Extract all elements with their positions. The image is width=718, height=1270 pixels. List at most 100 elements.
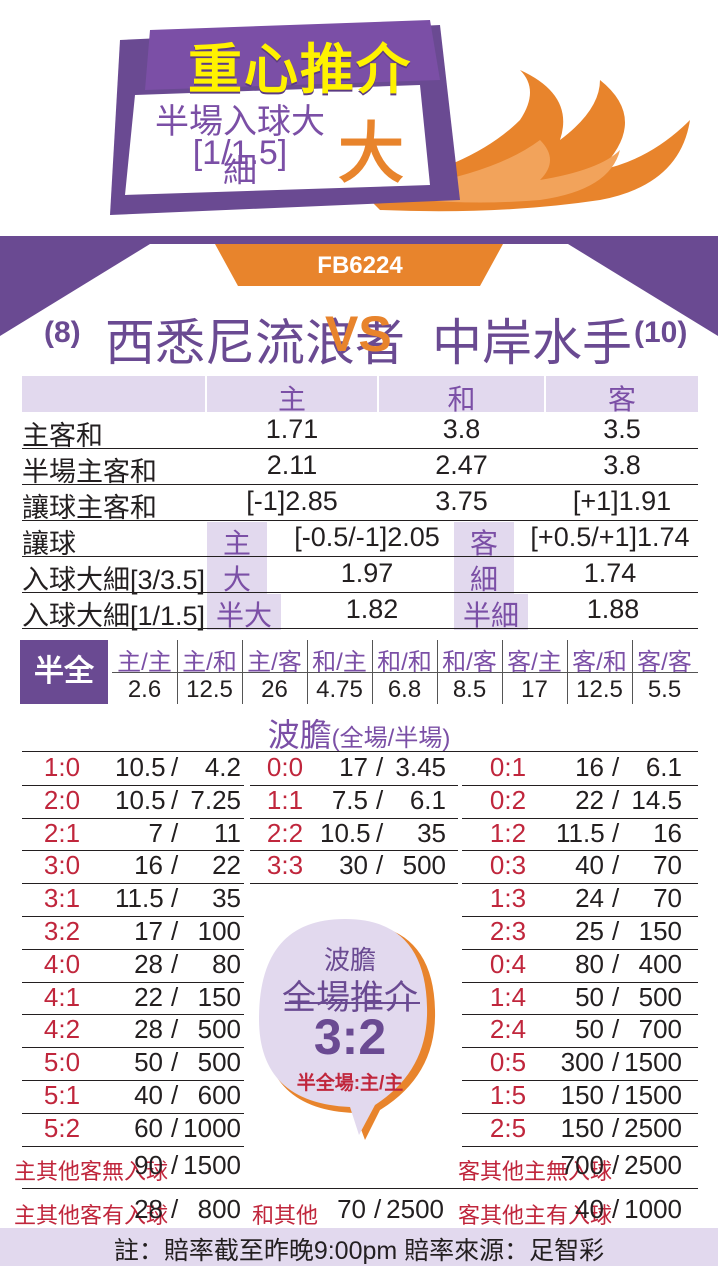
odds-home: 2.11 [266, 450, 318, 480]
fulltime-odds: 10.5 [320, 817, 371, 848]
halftime-odds: 70 [653, 883, 682, 914]
odds-away: 3.5 [603, 414, 641, 444]
odds-separator: / [612, 1193, 620, 1224]
fulltime-odds: 40 [575, 1193, 604, 1224]
fulltime-odds: 28 [134, 1193, 163, 1224]
half-full-key: 客/客 [637, 649, 692, 676]
odds-value-under: 1.74 [583, 558, 637, 588]
half-full-key: 和/和 [377, 649, 432, 676]
score-label: 1:3 [489, 883, 527, 914]
score-label: 5:2 [43, 1112, 81, 1143]
half-full-odds: 17 [521, 676, 548, 703]
fulltime-odds: 16 [575, 752, 604, 782]
recommend-line2: 全場推介 [282, 979, 418, 1017]
score-label: 1:1 [266, 784, 304, 815]
score-label: 0:1 [489, 752, 527, 782]
score-label: 3:0 [43, 850, 81, 881]
half-full-key: 主/和 [182, 649, 237, 676]
odds-separator: / [376, 752, 384, 782]
match-banner-bg [0, 236, 718, 336]
score-label: 和其他 [252, 1202, 319, 1228]
score-label: 1:2 [489, 817, 527, 848]
fulltime-odds: 150 [560, 1112, 604, 1143]
fulltime-odds: 28 [134, 948, 163, 979]
odds-header-draw: 和 [447, 384, 476, 415]
score-label: 1:4 [489, 981, 527, 1012]
halftime-odds: 150 [197, 981, 241, 1012]
odds-separator: / [612, 850, 620, 881]
vs-label: VS [325, 306, 392, 362]
odds-row: 讓球 主 [-0.5/-1]2.05 客 [+0.5/+1]1.74 [22, 520, 698, 559]
halftime-odds: 35 [417, 817, 446, 848]
odds-separator: / [612, 752, 620, 782]
halftime-odds: 2500 [624, 1112, 682, 1143]
fulltime-odds: 22 [134, 981, 163, 1012]
odds-separator: / [171, 883, 179, 914]
fulltime-odds: 10.5 [115, 784, 166, 815]
halftime-odds: 500 [197, 1014, 241, 1045]
fulltime-odds: 70 [337, 1193, 366, 1224]
half-full-key: 主/客 [247, 649, 302, 676]
fulltime-odds: 7.5 [331, 784, 368, 815]
odds-tag-half-under: 半細 [454, 594, 528, 631]
score-label: 1:5 [489, 1080, 527, 1110]
home-rank: (8) [44, 316, 81, 349]
half-full-key: 主/主 [117, 649, 172, 676]
correct-score-title: 波膽(全場/半場) [0, 710, 718, 756]
halftime-odds: 1000 [183, 1112, 241, 1143]
odds-separator: / [171, 1047, 179, 1078]
odds-row-label: 半場主客和 [22, 457, 157, 487]
half-full-odds: 12.5 [186, 676, 233, 703]
score-label: 2:1 [43, 817, 81, 848]
fulltime-odds: 90 [134, 1149, 163, 1180]
odds-separator: / [171, 916, 179, 946]
half-full-key: 客/主 [507, 649, 562, 676]
halftime-odds: 400 [638, 948, 682, 979]
odds-header-home: 主 [277, 384, 306, 415]
odds-separator: / [376, 817, 384, 848]
halftime-odds: 6.1 [645, 752, 682, 782]
subtitle-market: 半場入球大細 [155, 103, 325, 190]
half-full-odds: 12.5 [576, 676, 623, 703]
odds-value-away: [+0.5/+1]1.74 [530, 522, 690, 552]
halftime-odds: 700 [638, 1014, 682, 1045]
half-full-label: 半全場 [20, 640, 108, 752]
pick-label: 大 [338, 116, 404, 190]
half-full-odds: 5.5 [647, 676, 682, 703]
recommend-score: 3:2 [313, 1009, 387, 1065]
odds-separator: / [612, 1014, 620, 1045]
odds-separator: / [171, 1080, 179, 1110]
odds-separator: / [612, 916, 620, 946]
odds-value-home: [-0.5/-1]2.05 [294, 522, 440, 552]
odds-separator: / [612, 981, 620, 1012]
halftime-odds: 500 [402, 850, 446, 881]
fulltime-odds: 30 [339, 850, 368, 881]
odds-row: 入球大細[3/3.5] 大 1.97 細 1.74 [22, 556, 698, 595]
odds-draw: 3.8 [442, 414, 481, 444]
fulltime-odds: 50 [575, 1014, 604, 1045]
odds-row: 入球大細[1/1.5] 半大 1.82 半細 1.88 [22, 592, 698, 631]
odds-separator: / [171, 981, 179, 1012]
odds-separator: / [171, 1149, 179, 1180]
halftime-odds: 14.5 [631, 784, 682, 815]
fulltime-odds: 24 [575, 883, 604, 914]
halftime-odds: 70 [653, 850, 682, 881]
odds-separator: / [171, 850, 179, 881]
odds-header-away: 客 [607, 384, 636, 415]
halftime-odds: 7.25 [190, 784, 241, 815]
fulltime-odds: 22 [575, 784, 604, 815]
odds-value-over: 1.97 [340, 558, 394, 588]
odds-separator: / [612, 1080, 620, 1110]
fulltime-odds: 50 [575, 981, 604, 1012]
subtitle-line: [1/1.5] [192, 134, 288, 172]
odds-row-label: 入球大細[1/1.5] [22, 601, 206, 631]
score-label: 3:2 [43, 916, 81, 946]
odds-away: 3.8 [603, 450, 641, 480]
halftime-odds: 4.2 [204, 752, 241, 782]
fulltime-odds: 80 [575, 948, 604, 979]
halftime-odds: 500 [638, 981, 682, 1012]
odds-separator: / [612, 883, 620, 914]
odds-draw: 2.47 [435, 450, 488, 480]
odds-separator: / [376, 784, 384, 815]
halftime-odds: 150 [638, 916, 682, 946]
